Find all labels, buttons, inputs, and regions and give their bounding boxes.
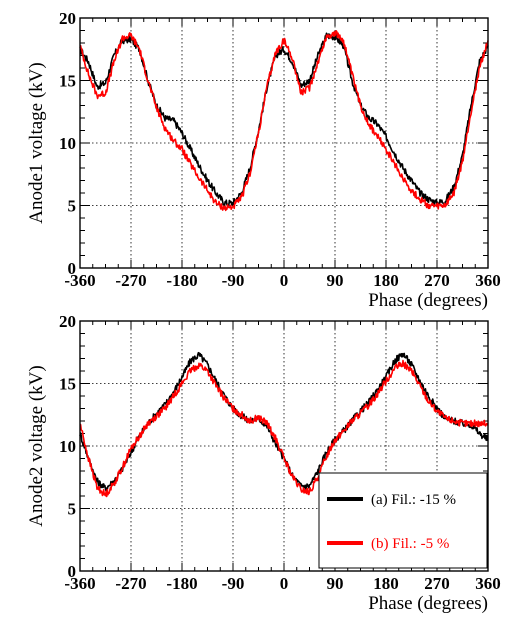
y-tick-label: 10	[59, 134, 76, 153]
y-tick-label: 10	[59, 437, 76, 456]
y-tick-label: 0	[68, 562, 77, 581]
legend-label-b: (b) Fil.: -5 %	[371, 536, 449, 552]
x-tick-label: 90	[327, 271, 344, 290]
x-tick-label: 0	[280, 574, 289, 593]
x-tick-label: 180	[373, 574, 399, 593]
x-tick-label: 270	[424, 271, 450, 290]
x-tick-label: 0	[280, 271, 289, 290]
legend-box	[318, 472, 488, 569]
y-axis-label: Anode1 voltage (kV)	[26, 62, 47, 223]
y-tick-label: 20	[59, 312, 76, 331]
x-tick-label: 360	[475, 574, 501, 593]
plot-frame	[79, 17, 489, 269]
x-axis-label: Phase (degrees)	[368, 290, 488, 311]
plot-frame	[79, 320, 489, 572]
x-tick-label: 180	[373, 271, 399, 290]
y-tick-label: 20	[59, 9, 76, 28]
legend-label-a: (a) Fil.: -15 %	[371, 492, 456, 508]
panel-anode1: -360 -270 -180 -90 0 90 180 270 360 0 5 10 15 20 Phase…	[26, 9, 501, 311]
x-axis-label: Phase (degrees)	[368, 593, 488, 614]
x-tick-label: 360	[475, 271, 501, 290]
x-tick-label: -360	[64, 574, 95, 593]
y-tick-label: 5	[68, 500, 77, 519]
x-tick-label: -270	[115, 271, 146, 290]
y-axis-label: Anode2 voltage (kV)	[26, 365, 47, 526]
y-tick-label: 5	[68, 197, 77, 216]
series-line-b	[79, 359, 489, 498]
x-tick-label: 270	[424, 574, 450, 593]
x-tick-label: 90	[327, 574, 344, 593]
panel-anode2: -360 -270 -180 -90 0 90 180 270 360 0 5 10 15 20 Phase…	[26, 312, 501, 614]
y-tick-label: 0	[68, 259, 77, 278]
x-tick-label: -90	[222, 271, 245, 290]
y-tick-label: 15	[59, 72, 76, 91]
x-tick-label: -180	[166, 574, 197, 593]
x-tick-label: -270	[115, 574, 146, 593]
series-line-b	[79, 30, 489, 212]
y-tick-label: 15	[59, 375, 76, 394]
x-tick-label: -180	[166, 271, 197, 290]
x-tick-label: -360	[64, 271, 95, 290]
x-tick-label: -90	[222, 574, 245, 593]
